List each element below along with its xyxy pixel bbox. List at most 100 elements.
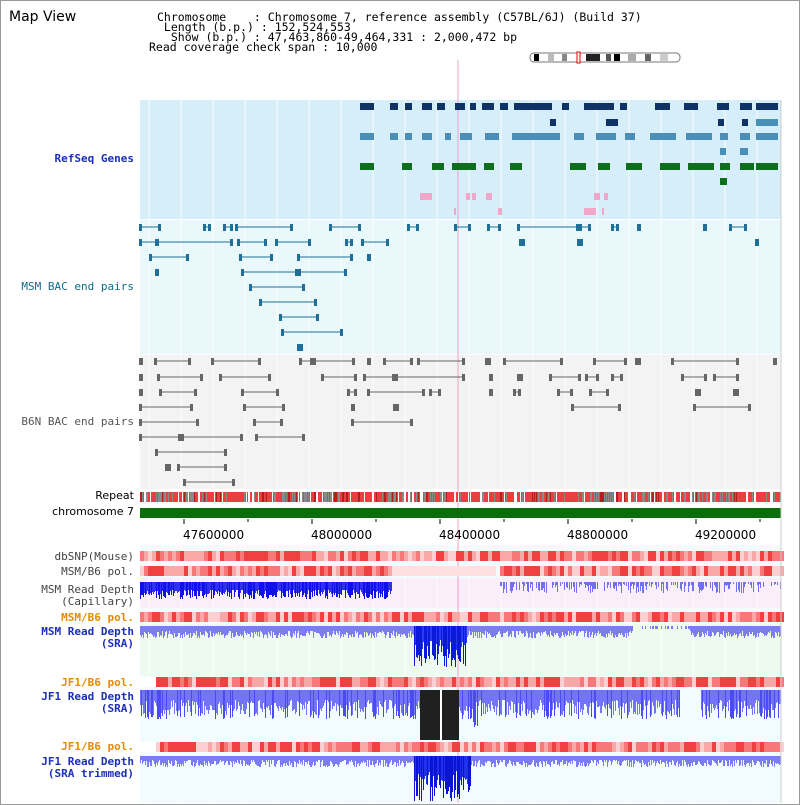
msm-sra-depth-bar <box>571 626 572 635</box>
jf1-trimmed-depth-bar <box>484 756 485 766</box>
track-label-dbsnp[interactable]: dbSNP(Mouse) <box>54 550 134 563</box>
msm-sra-depth-bar <box>615 626 616 635</box>
jf1-trimmed-depth-bar <box>409 756 410 762</box>
jf1-b6-pol-strip-2 <box>424 742 428 752</box>
jf1-sra-depth-bar <box>144 690 145 713</box>
msm-b6-pol-strip <box>636 566 640 576</box>
track-label-refseq[interactable]: RefSeq Genes <box>54 152 134 165</box>
jf1-trimmed-depth-bar <box>154 756 155 764</box>
track-label-jf1-b6-pol-2[interactable]: JF1/B6 pol. <box>61 740 134 753</box>
jf1-trimmed-depth-bar <box>628 756 629 760</box>
track-label-jf1-b6-pol-1[interactable]: JF1/B6 pol. <box>61 676 134 689</box>
jf1-sra-depth-bar <box>366 690 367 707</box>
jf1-sra-depth-bar <box>658 690 659 701</box>
jf1-b6-pol-strip-2 <box>180 742 184 752</box>
msm-cap-depth-bar <box>366 582 367 597</box>
jf1-b6-pol-strip <box>384 677 388 687</box>
jf1-trimmed-depth-bar <box>204 756 205 761</box>
track-label-b6n-bac[interactable]: B6N BAC end pairs <box>21 415 134 428</box>
msm-sra-depth-bar <box>519 626 520 631</box>
jf1-trimmed-depth-bar <box>344 756 345 760</box>
msm-sra-depth-bar <box>595 626 596 633</box>
jf1-trimmed-depth-bar <box>244 756 245 761</box>
msm-sra-depth-bar <box>347 626 348 633</box>
jf1-sra-depth-bar <box>209 690 210 710</box>
b6n-bac-pair-end <box>276 389 279 396</box>
msm-sra-depth-bar <box>743 626 744 636</box>
dbsnp-strip <box>424 551 428 561</box>
track-label-msm-b6-pol-1[interactable]: MSM/B6 pol. <box>61 565 134 578</box>
msm-b6-pol-strip <box>568 566 572 576</box>
track-label-msm-b6-pol-2[interactable]: MSM/B6 pol. <box>61 611 134 624</box>
repeat-block <box>470 492 471 502</box>
jf1-b6-pol-strip <box>604 677 608 687</box>
msm-sra-depth-bar <box>602 626 603 636</box>
jf1-trimmed-depth-bar <box>493 756 494 763</box>
jf1-trimmed-depth-bar <box>393 756 394 764</box>
jf1-sra-depth-bar <box>212 690 213 710</box>
jf1-trimmed-depth-bar <box>650 756 651 760</box>
jf1-b6-pol-strip <box>424 677 428 687</box>
dbsnp-strip <box>376 551 380 561</box>
msm-b6-pol-strip-2 <box>560 612 564 622</box>
jf1-b6-pol-strip-2 <box>312 742 316 752</box>
jf1-trimmed-depth-bar <box>461 756 462 785</box>
jf1-sra-depth-bar <box>530 690 531 710</box>
jf1-sra-depth-bar <box>622 690 623 707</box>
msm-sra-depth-bar <box>700 626 701 637</box>
jf1-sra-depth-bar <box>440 690 441 740</box>
msm-sra-depth-bar <box>617 626 618 637</box>
msm-sra-depth-bar <box>462 626 463 642</box>
track-label-msm-bac[interactable]: MSM BAC end pairs <box>21 280 134 293</box>
jf1-sra-depth-bar <box>606 690 607 705</box>
msm-sra-depth-bar <box>642 626 643 629</box>
msm-sra-depth-bar <box>156 626 157 637</box>
dbsnp-strip <box>372 551 376 561</box>
msm-b6-pol-strip <box>296 566 300 576</box>
dbsnp-strip <box>704 551 708 561</box>
jf1-b6-pol-strip <box>580 677 584 687</box>
dbsnp-strip <box>340 551 344 561</box>
msm-sra-depth-bar <box>452 626 453 660</box>
refseq-gene <box>500 103 508 110</box>
jf1-sra-depth-bar <box>197 690 198 705</box>
msm-cap-depth-bar <box>314 582 315 596</box>
jf1-sra-depth-bar <box>350 690 351 706</box>
jf1-sra-depth-bar <box>167 690 168 710</box>
jf1-trimmed-depth-bar <box>547 756 548 764</box>
dbsnp-strip <box>428 551 432 561</box>
jf1-sra-depth-bar <box>309 690 310 701</box>
jf1-sra-depth-bar <box>149 690 150 712</box>
msm-sra-depth-bar <box>420 626 421 656</box>
repeat-block <box>284 492 285 502</box>
msm-sra-depth-bar <box>540 626 541 636</box>
jf1-trimmed-depth-bar <box>275 756 276 767</box>
jf1-b6-pol-strip <box>372 677 376 687</box>
jf1-sra-depth-bar <box>662 690 663 716</box>
dbsnp-strip <box>380 551 384 561</box>
dbsnp-strip <box>684 551 688 561</box>
dbsnp-strip <box>408 551 412 561</box>
repeat-block <box>222 492 223 502</box>
msm-b6-pol-strip-2 <box>204 612 208 622</box>
track-label-jf1-depth-trimmed[interactable]: JF1 Read Depth (SRA trimmed) <box>41 755 134 780</box>
msm-sra-depth-bar <box>530 626 531 633</box>
jf1-trimmed-depth-bar <box>381 756 382 760</box>
msm-b6-pol-strip-2 <box>704 612 708 622</box>
jf1-sra-depth-bar <box>561 690 562 714</box>
msm-cap-depth-bar <box>367 582 368 598</box>
jf1-b6-pol-strip <box>340 677 344 687</box>
track-label-msm-depth-capillary[interactable]: MSM Read Depth (Capillary) <box>41 583 134 608</box>
track-label-repeat[interactable]: Repeat <box>95 489 134 502</box>
jf1-b6-pol-strip-2 <box>332 742 336 752</box>
msm-bac-pair-end <box>239 254 242 261</box>
dbsnp-strip <box>396 551 400 561</box>
track-label-jf1-depth-sra[interactable]: JF1 Read Depth (SRA) <box>41 690 134 715</box>
msm-b6-pol-strip <box>572 566 576 576</box>
track-label-msm-depth-sra[interactable]: MSM Read Depth (SRA) <box>41 625 134 650</box>
jf1-sra-depth-bar <box>625 690 626 704</box>
jf1-trimmed-depth-bar <box>630 756 631 762</box>
msm-cap-depth-bar <box>264 582 265 594</box>
msm-cap-depth-bar <box>187 582 188 595</box>
